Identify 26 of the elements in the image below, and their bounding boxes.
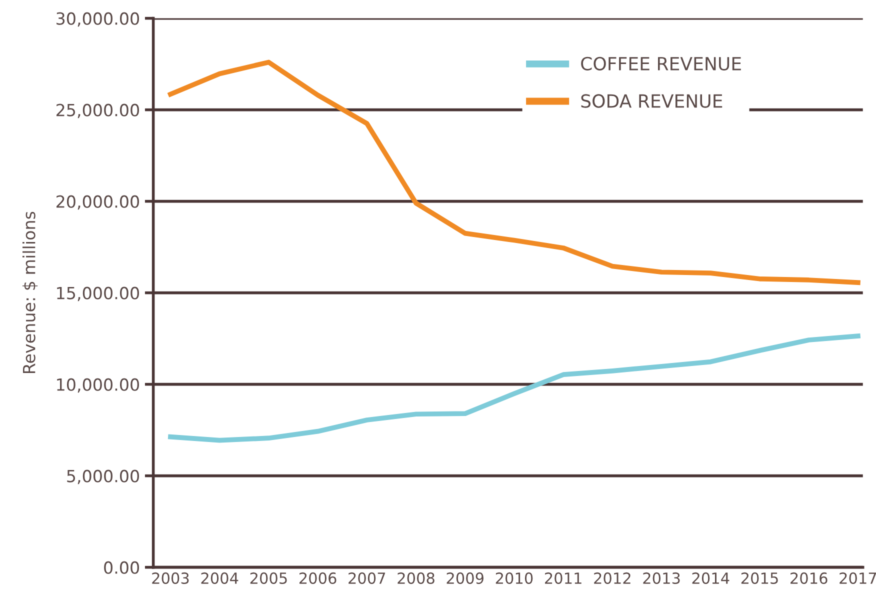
x-tick-label: 2008 xyxy=(398,572,434,584)
x-tick-label: 2006 xyxy=(299,572,336,584)
y-tick-label: 0.00 xyxy=(104,561,139,574)
y-tick-label: 10,000.00 xyxy=(57,378,139,393)
x-tick-label: 2010 xyxy=(496,572,533,584)
legend-label: COFFEE REVENUE xyxy=(581,56,741,70)
y-tick-label: 30,000.00 xyxy=(56,12,139,27)
y-tick-label: 20,000.00 xyxy=(56,195,139,210)
x-tick-label: 2013 xyxy=(643,572,680,584)
y-axis-title: Revenue: $ millions xyxy=(22,212,38,373)
x-tick-label: 2016 xyxy=(790,572,828,584)
x-tick-label: 2017 xyxy=(840,572,876,584)
x-tick-label: 2011 xyxy=(545,572,582,584)
x-tick-label: 2014 xyxy=(692,572,730,584)
y-tick-label: 25,000.00 xyxy=(56,104,139,118)
x-tick-label: 2005 xyxy=(250,572,287,584)
legend-label: SODA REVENUE xyxy=(581,94,722,108)
x-tick-label: 2007 xyxy=(348,572,386,584)
y-tick-label: 15,000.00 xyxy=(57,286,139,302)
x-tick-label: 2012 xyxy=(594,572,630,584)
x-tick-label: 2009 xyxy=(446,572,484,584)
x-tick-label: 2003 xyxy=(152,572,189,584)
x-tick-label: 2015 xyxy=(741,572,778,584)
x-tick-label: 2004 xyxy=(201,572,238,584)
y-tick-label: 5,000.00 xyxy=(67,470,139,484)
line-series xyxy=(168,334,860,443)
